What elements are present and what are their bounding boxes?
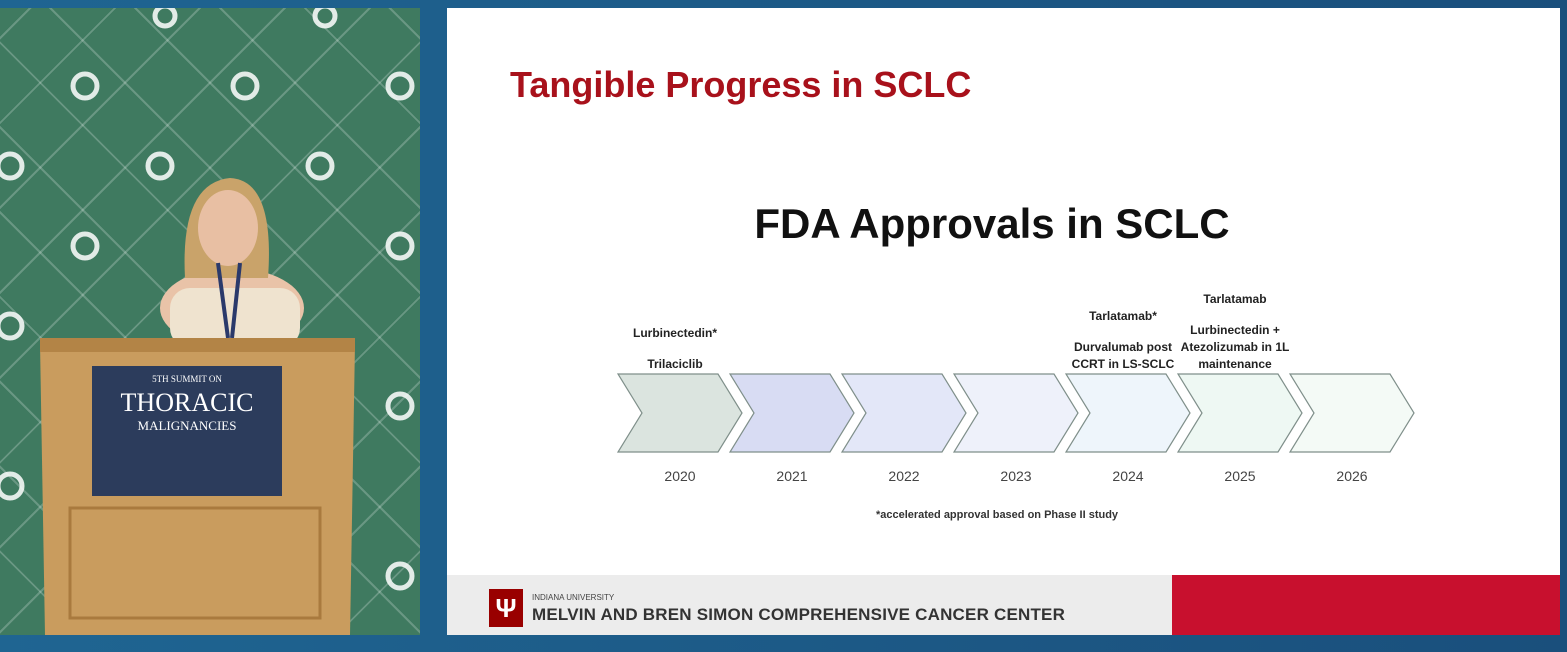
year-label: 2021 xyxy=(776,468,808,484)
year-label: 2026 xyxy=(1336,468,1368,484)
approval-label: Trilaciclib xyxy=(647,357,703,371)
approval-label: Durvalumab post CCRT in LS-SCLC xyxy=(1071,340,1175,371)
footer-institution: INDIANA UNIVERSITY xyxy=(532,593,615,602)
sign-line: THORACIC xyxy=(120,388,254,417)
approval-label: Tarlatamab* xyxy=(1089,309,1157,323)
stage-video: 5TH SUMMIT ON THORACIC MALIGNANCIES xyxy=(0,8,420,635)
timeline-arrows xyxy=(616,373,1415,453)
year-label: 2022 xyxy=(888,468,920,484)
stage-scene xyxy=(0,8,415,635)
iu-logo: Ψ xyxy=(489,589,523,627)
footer-band xyxy=(1172,575,1560,635)
slide-title: Tangible Progress in SCLC xyxy=(510,64,972,105)
sign-line: MALIGNANCIES xyxy=(137,418,237,433)
sign-line: 5TH SUMMIT ON xyxy=(152,374,222,384)
footnote: *accelerated approval based on Phase II … xyxy=(875,509,1119,521)
year-label: 2024 xyxy=(1112,468,1144,484)
approval-column: Tarlatamab Lurbinectedin + Atezolizumab i… xyxy=(1180,291,1290,373)
approval-column: Lurbinectedin* Trilaciclib xyxy=(620,325,730,373)
year-label: 2020 xyxy=(664,468,696,484)
approval-label: Lurbinectedin + Atezolizumab in 1L maint… xyxy=(1180,323,1290,371)
approval-label: Tarlatamab xyxy=(1203,292,1267,306)
footer: Ψ INDIANA UNIVERSITY MELVIN AND BREN SIM… xyxy=(447,575,1172,635)
podium-sign: 5TH SUMMIT ON THORACIC MALIGNANCIES xyxy=(92,366,282,496)
footer-center: MELVIN AND BREN SIMON COMPREHENSIVE CANC… xyxy=(532,605,1066,624)
approval-label: Lurbinectedin* xyxy=(632,326,717,340)
year-label: 2025 xyxy=(1224,468,1256,484)
slide-subtitle: FDA Approvals in SCLC xyxy=(754,200,1230,247)
slide: Tangible Progress in SCLC FDA Approvals … xyxy=(447,8,1560,635)
year-label: 2023 xyxy=(1000,468,1032,484)
approval-column: Tarlatamab* Durvalumab post CCRT in LS-SC… xyxy=(1068,308,1178,373)
